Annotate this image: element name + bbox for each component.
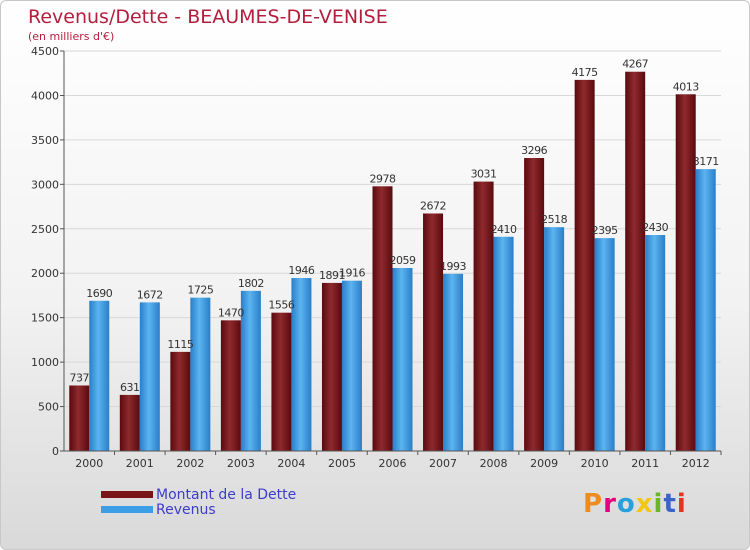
bar-debt <box>473 181 494 452</box>
y-tick-label: 4500 <box>31 45 59 58</box>
data-label-revenue: 2059 <box>390 254 416 267</box>
bar-revenue <box>443 273 464 451</box>
data-label-debt: 4013 <box>673 80 699 93</box>
bar-revenue <box>695 169 716 451</box>
data-label-debt: 631 <box>120 381 140 394</box>
logo-letter: i <box>676 489 687 519</box>
y-tick-label: 1000 <box>31 356 59 369</box>
logo-letter: t <box>663 489 677 519</box>
legend-swatch-debt <box>101 491 153 498</box>
data-label-debt: 1556 <box>268 299 294 312</box>
data-label-debt: 1891 <box>319 269 345 282</box>
y-tick-label: 3000 <box>31 178 59 191</box>
chart-subtitle: (en milliers d'€) <box>28 30 115 43</box>
y-tick-label: 1500 <box>31 312 59 325</box>
legend-item-revenue: Revenus <box>101 501 296 518</box>
y-tick-label: 2500 <box>31 223 59 236</box>
data-label-revenue: 3171 <box>693 155 719 168</box>
x-tick-label: 2001 <box>126 457 154 470</box>
proxiti-logo: Proxiti <box>583 489 687 519</box>
data-label-debt: 2978 <box>370 172 396 185</box>
data-label-revenue: 1993 <box>440 260 466 273</box>
logo-letter: x <box>635 489 654 519</box>
bar-revenue <box>89 300 110 451</box>
x-tick-label: 2003 <box>227 457 255 470</box>
bar-debt <box>271 312 292 451</box>
y-tick-label: 500 <box>38 401 59 414</box>
legend: Montant de la Dette Revenus <box>101 486 297 518</box>
bar-debt <box>69 385 90 451</box>
legend-swatch-revenue <box>101 506 153 513</box>
bar-debt <box>675 94 696 452</box>
bar-revenue <box>139 302 160 451</box>
x-tick-label: 2004 <box>277 457 305 470</box>
y-tick-label: 2000 <box>31 267 59 280</box>
bar-revenue <box>240 290 261 451</box>
bar-debt <box>423 213 444 451</box>
bar-debt <box>220 320 241 451</box>
x-tick-label: 2006 <box>379 457 407 470</box>
bar-revenue <box>291 278 312 451</box>
data-label-debt: 4175 <box>572 66 598 79</box>
bar-debt <box>170 351 191 451</box>
bar-revenue <box>392 267 413 451</box>
logo-letter: o <box>616 489 636 519</box>
bar-debt <box>574 79 595 451</box>
data-label-debt: 1115 <box>167 338 193 351</box>
data-label-revenue: 1802 <box>238 277 264 290</box>
legend-label-debt: Montant de la Dette <box>156 486 297 503</box>
bar-debt <box>321 282 342 451</box>
bar-debt <box>372 186 393 452</box>
legend-item-debt: Montant de la Dette <box>101 486 297 503</box>
legend-label-revenue: Revenus <box>156 501 216 518</box>
logo-letter: i <box>653 489 664 519</box>
logo-letter: P <box>583 489 604 519</box>
data-labels: 737 1690 631 1672 1115 1725 1470 1802 1556 1946 18… <box>70 58 720 394</box>
y-tick-label: 3500 <box>31 134 59 147</box>
x-tick-label: 2010 <box>581 457 609 470</box>
data-label-revenue: 1916 <box>339 267 365 280</box>
data-label-revenue: 2430 <box>642 221 668 234</box>
data-label-debt: 3031 <box>471 168 497 181</box>
bar-revenue <box>493 236 514 451</box>
logo-letter: r <box>603 489 617 519</box>
data-label-debt: 1470 <box>218 306 244 319</box>
data-label-revenue: 1725 <box>187 284 213 297</box>
chart-title: Revenus/Dette - BEAUMES-DE-VENISE <box>28 6 388 28</box>
data-label-revenue: 1672 <box>137 288 163 301</box>
data-label-debt: 2672 <box>420 199 446 212</box>
data-label-debt: 4267 <box>622 58 648 71</box>
bar-revenue <box>645 235 666 451</box>
axes: 0 500 1000 1500 2000 2500 3000 3500 4000 4500 2000… <box>31 45 722 470</box>
bar-revenue <box>341 280 362 451</box>
y-tick-label: 0 <box>52 445 59 458</box>
data-label-debt: 737 <box>70 371 90 384</box>
data-label-revenue: 2395 <box>592 224 618 237</box>
data-label-revenue: 1946 <box>288 264 314 277</box>
x-tick-label: 2008 <box>480 457 508 470</box>
bar-revenue <box>544 227 565 451</box>
x-tick-label: 2011 <box>631 457 659 470</box>
x-tick-label: 2005 <box>328 457 356 470</box>
x-tick-label: 2002 <box>176 457 204 470</box>
bars <box>69 71 716 452</box>
x-tick-label: 2000 <box>75 457 103 470</box>
x-tick-label: 2012 <box>682 457 710 470</box>
x-tick-label: 2009 <box>530 457 558 470</box>
data-label-revenue: 1690 <box>86 287 112 300</box>
bar-debt <box>119 394 140 451</box>
data-label-debt: 3296 <box>521 144 547 157</box>
bar-debt <box>625 71 646 451</box>
data-label-revenue: 2410 <box>491 223 517 236</box>
data-label-revenue: 2518 <box>541 213 567 226</box>
bar-revenue <box>190 297 211 451</box>
y-tick-label: 4000 <box>31 89 59 102</box>
bar-debt <box>524 158 545 451</box>
bar-revenue <box>594 238 615 451</box>
x-tick-label: 2007 <box>429 457 457 470</box>
